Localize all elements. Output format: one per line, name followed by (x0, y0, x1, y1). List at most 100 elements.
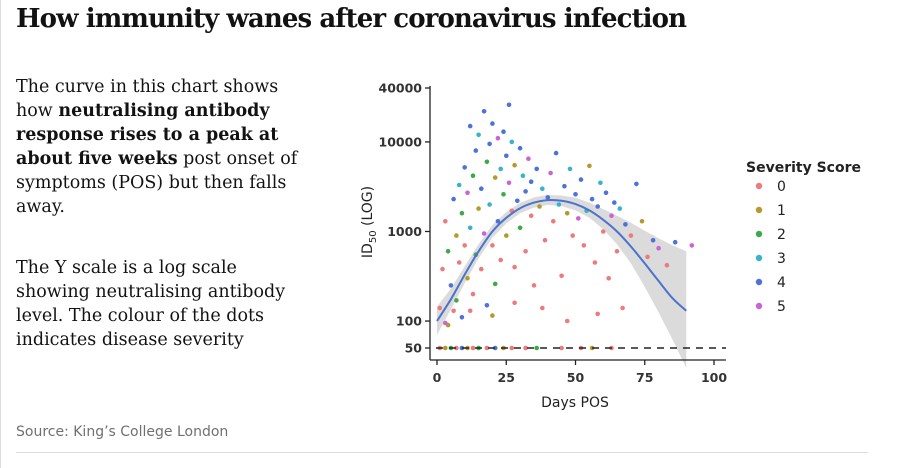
data-point (545, 195, 551, 200)
data-point (540, 305, 545, 311)
data-point (634, 181, 639, 187)
data-point (470, 173, 476, 178)
data-point (498, 257, 504, 263)
data-point (600, 229, 606, 234)
data-point (467, 225, 473, 231)
data-point (481, 231, 487, 236)
x-axis-label: Days POS (541, 395, 609, 411)
data-point (553, 150, 559, 156)
data-point (540, 186, 545, 191)
data-point (526, 156, 531, 161)
legend-swatch (755, 230, 763, 238)
data-point (645, 254, 650, 260)
data-point (531, 283, 537, 288)
data-point (570, 233, 575, 238)
x-tick-label: 50 (567, 370, 585, 385)
data-point (617, 206, 623, 211)
data-point (462, 243, 468, 248)
data-point (443, 320, 448, 326)
legend-entry: 0 (777, 179, 786, 195)
data-point (492, 281, 498, 287)
description-highlight: neutralising antibody response rises to … (16, 101, 279, 169)
data-point (454, 345, 459, 351)
data-point (559, 273, 564, 279)
data-point (534, 345, 539, 351)
y-axis-label-subscript: 50 (368, 230, 379, 243)
legend-swatch (755, 206, 763, 214)
data-point (623, 222, 628, 227)
data-point (481, 109, 487, 114)
x-tick-label: 0 (433, 370, 442, 385)
data-point (559, 345, 564, 351)
data-point (603, 190, 609, 196)
data-point (592, 260, 598, 265)
data-point (517, 225, 523, 231)
data-point (562, 183, 567, 189)
data-point (515, 198, 520, 204)
footer-divider (16, 452, 868, 453)
data-point (598, 180, 603, 186)
data-point (498, 166, 504, 172)
x-tick-label: 100 (701, 370, 727, 385)
data-point (628, 233, 634, 238)
data-point (445, 249, 451, 254)
data-point (620, 305, 625, 311)
data-point (578, 177, 584, 182)
y-tick-label: 10000 (379, 134, 423, 149)
data-point (509, 139, 515, 145)
data-point (473, 148, 479, 153)
confidence-band (437, 194, 687, 368)
data-point (490, 313, 495, 318)
data-point (492, 175, 498, 180)
legend: Severity Score 0 1 2 3 4 5 (746, 160, 861, 315)
legend-swatch (755, 254, 763, 262)
y-axis-label-tail: (LOG) (360, 186, 376, 231)
x-tick-label: 75 (636, 370, 653, 385)
data-point (548, 170, 553, 176)
data-point (501, 129, 506, 134)
data-point (576, 216, 581, 221)
data-point (609, 213, 614, 218)
data-point (606, 276, 611, 281)
data-point (440, 266, 445, 272)
data-point (490, 243, 495, 248)
x-tick-label: 25 (498, 370, 515, 385)
data-point (495, 135, 501, 141)
data-point (454, 233, 459, 238)
data-point (672, 239, 678, 245)
data-point (501, 192, 506, 197)
data-point (467, 308, 473, 314)
data-point (470, 345, 476, 351)
data-point (448, 283, 454, 288)
data-point (512, 162, 517, 168)
legend-entry: 1 (777, 203, 786, 219)
legend-entry: 4 (777, 275, 786, 291)
data-point (656, 245, 661, 251)
data-point (587, 163, 592, 169)
data-point (595, 311, 600, 317)
data-point (459, 210, 465, 216)
data-point (504, 233, 509, 238)
data-point (495, 219, 501, 224)
data-point (487, 202, 492, 207)
data-point (479, 266, 484, 272)
data-point (512, 264, 517, 270)
data-point (564, 318, 570, 324)
data-point (506, 180, 512, 186)
data-point (484, 303, 490, 308)
data-point (459, 345, 465, 351)
y-tick-label: 50 (405, 341, 423, 356)
data-point (512, 300, 517, 306)
data-point (467, 123, 473, 129)
data-point (520, 173, 526, 178)
data-point (595, 204, 600, 209)
data-point (689, 243, 695, 248)
y-axis-label: ID50 (LOG) (360, 186, 379, 258)
data-point (528, 179, 534, 184)
fit-curve (436, 198, 687, 322)
description-paragraph-1: The curve in this chart shows how neutra… (16, 75, 316, 219)
data-point (551, 219, 556, 224)
legend-title: Severity Score (746, 160, 861, 176)
